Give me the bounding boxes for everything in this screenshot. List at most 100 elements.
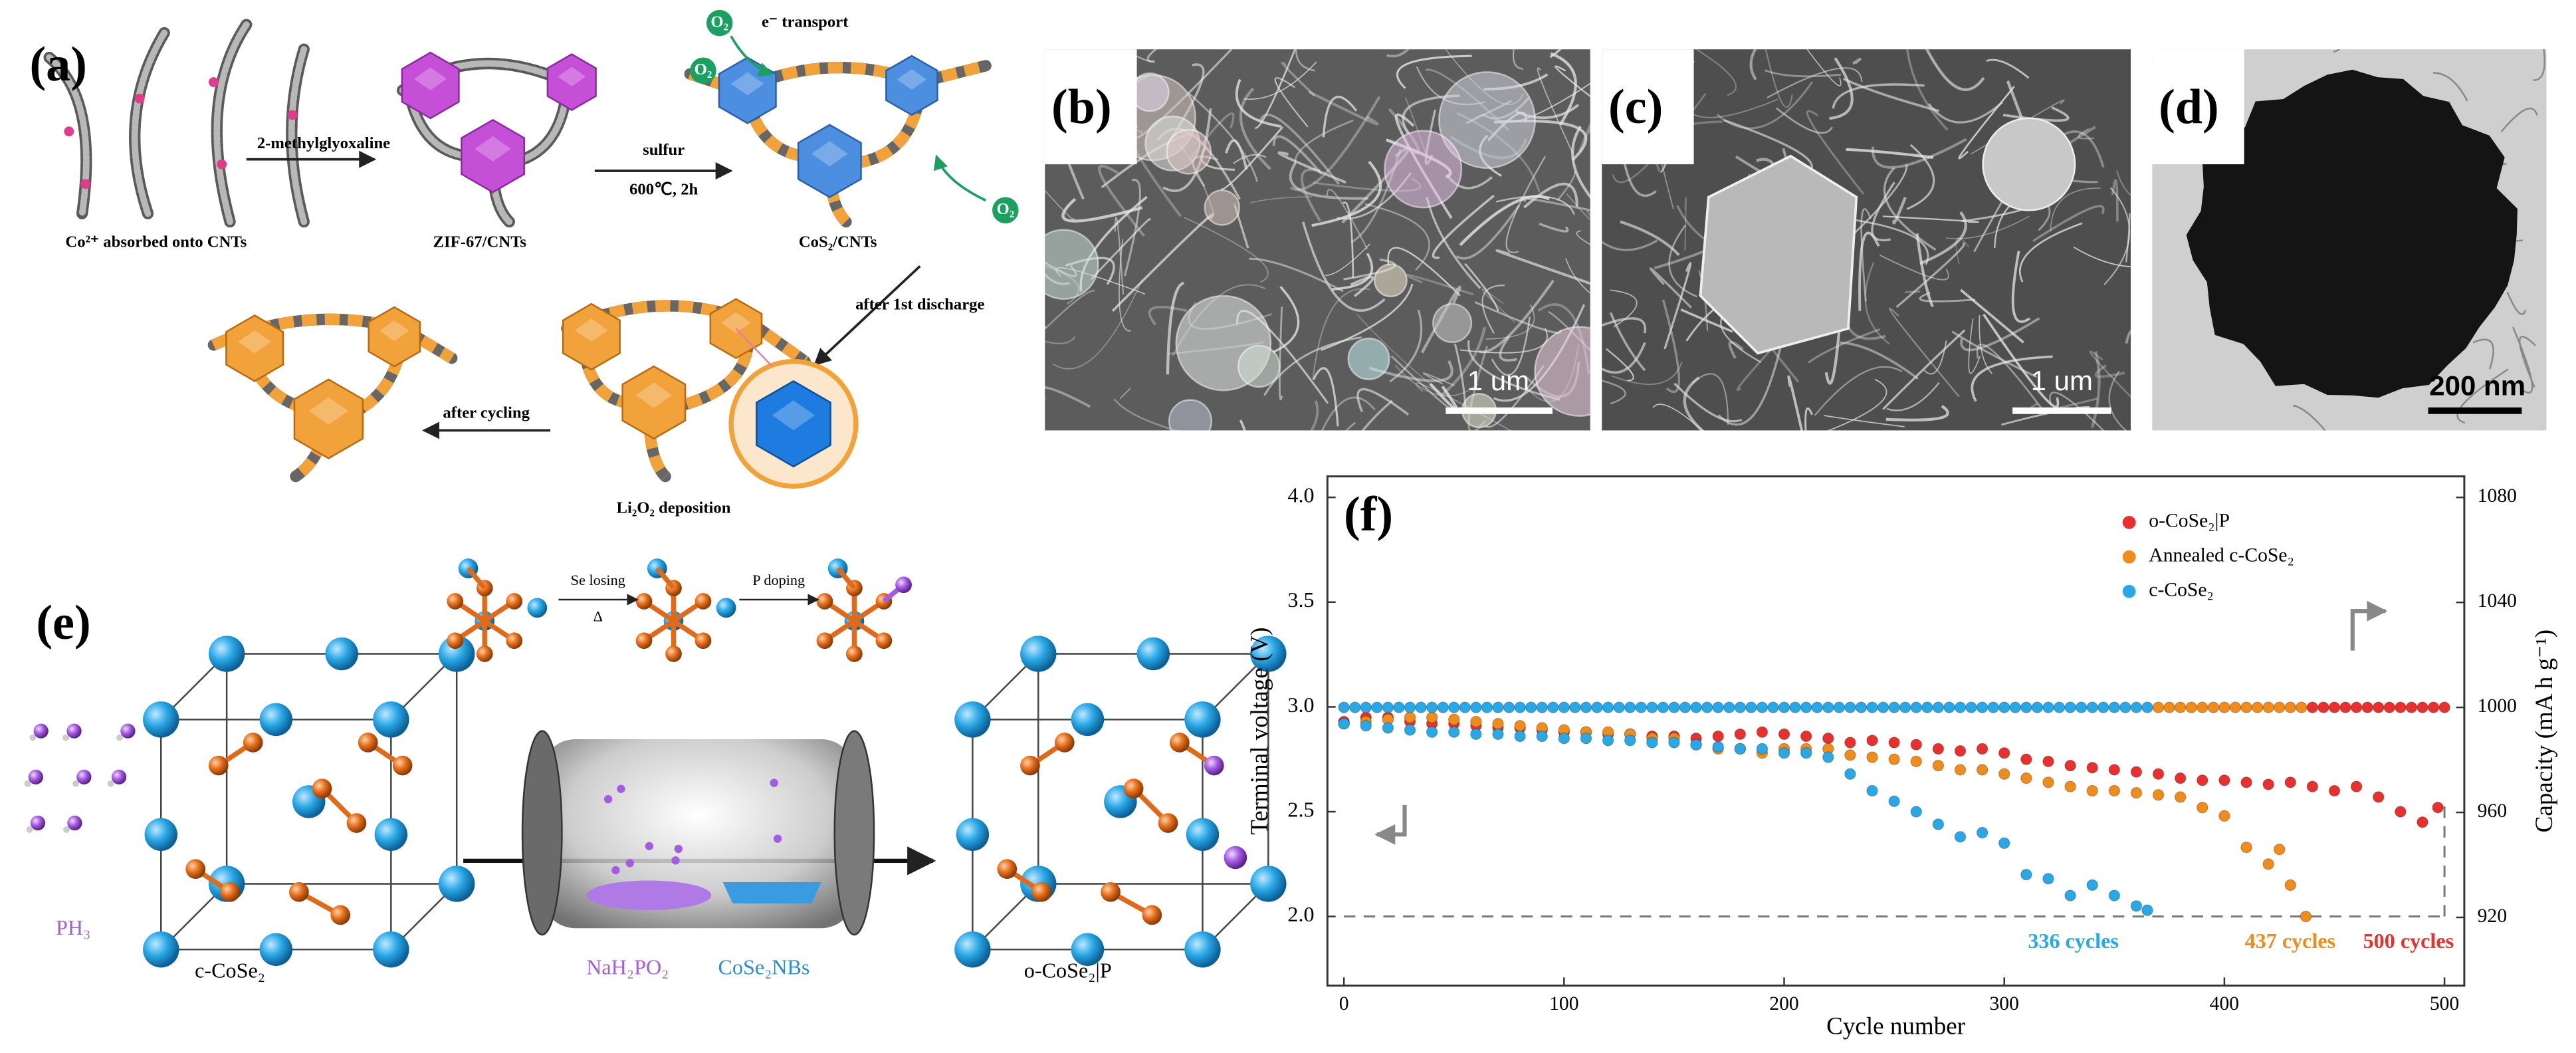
data-point — [2152, 768, 2165, 780]
data-point — [1646, 737, 1658, 749]
data-point — [2042, 701, 2054, 713]
fiber — [1512, 49, 1523, 70]
fiber — [1578, 122, 1590, 152]
fiber — [1090, 217, 1151, 281]
fiber — [1481, 284, 1505, 334]
fiber — [1576, 230, 1590, 245]
atom — [1250, 866, 1287, 902]
atom — [373, 931, 409, 968]
data-point — [1811, 701, 1823, 713]
y2-axis-label: Capacity (mA h g⁻¹) — [2531, 630, 2558, 832]
data-point — [2372, 701, 2385, 713]
data-point — [1602, 735, 1614, 747]
fiber — [1919, 211, 1967, 265]
data-point — [1470, 715, 1482, 728]
axis-arrow — [2350, 600, 2388, 651]
data-point — [1646, 701, 1658, 713]
data-point — [1481, 701, 1493, 713]
fiber — [2094, 364, 2125, 378]
data-point — [1635, 701, 1648, 713]
data-point — [1371, 701, 1383, 713]
polyhedron-face — [811, 141, 848, 167]
atom — [1224, 846, 1247, 870]
fiber — [1832, 83, 1925, 109]
fiber — [1432, 194, 1495, 259]
fiber — [1495, 249, 1590, 285]
data-point — [1338, 717, 1350, 730]
fiber — [2500, 108, 2538, 133]
data-point — [1888, 795, 1900, 808]
data-point — [1888, 737, 1900, 749]
fiber — [1620, 220, 1680, 257]
fiber — [1927, 101, 2003, 124]
fiber — [2456, 368, 2509, 424]
inset-pointer — [735, 328, 773, 367]
atom — [635, 593, 653, 610]
data-point — [2141, 904, 2153, 916]
data-point — [1558, 701, 1570, 713]
x-tick-label: 400 — [2210, 993, 2239, 1014]
fiber — [1945, 215, 2030, 239]
fiber — [1045, 336, 1076, 344]
data-point — [1624, 701, 1636, 713]
atom — [392, 755, 413, 776]
atom — [143, 931, 179, 968]
polyhedron — [293, 378, 364, 459]
data-point — [2395, 701, 2407, 713]
fiber — [2506, 291, 2527, 315]
data-point — [1910, 806, 1923, 818]
data-point — [2009, 701, 2022, 713]
data-point — [1426, 701, 1438, 713]
data-point — [1492, 701, 1504, 713]
atom — [1020, 755, 1040, 776]
fiber — [1250, 196, 1313, 203]
fiber — [1871, 181, 1895, 241]
vapor — [773, 834, 782, 843]
atom — [695, 593, 712, 610]
fiber — [1225, 139, 1248, 170]
polyhedron-face — [379, 320, 409, 342]
fiber — [1254, 49, 1296, 129]
atom — [1186, 818, 1220, 852]
condition: 600℃, 2h — [629, 180, 698, 198]
data-point — [2197, 701, 2208, 713]
fiber — [2078, 128, 2095, 140]
data-point — [1855, 701, 1868, 713]
data-point — [1844, 701, 1856, 713]
label-box — [1602, 49, 1694, 165]
polyhedron — [546, 53, 597, 111]
fiber — [1394, 365, 1479, 397]
fiber — [1295, 49, 1316, 72]
data-point — [1800, 730, 1812, 743]
particle — [1982, 117, 2076, 211]
data-point — [2306, 780, 2319, 792]
data-point — [2432, 801, 2444, 814]
fiber — [1325, 243, 1370, 277]
data-point — [2130, 786, 2143, 799]
fiber — [1842, 77, 1940, 112]
scale-label: 1 um — [2031, 365, 2093, 396]
fiber — [1481, 288, 1515, 323]
polyhedron-face — [413, 67, 447, 90]
legend-marker — [2122, 550, 2136, 564]
fiber — [1356, 314, 1440, 392]
fiber — [1235, 78, 1281, 128]
fiber — [2432, 72, 2468, 102]
fiber — [1955, 237, 1970, 265]
data-point — [1602, 701, 1614, 713]
particle — [2186, 69, 2518, 398]
fiber — [1310, 400, 1319, 431]
data-point — [2262, 858, 2274, 870]
fiber — [1356, 388, 1410, 416]
precursor-powder — [586, 880, 712, 911]
data-point — [1503, 701, 1515, 713]
fiber — [1892, 197, 1907, 225]
y2-tick-label: 1040 — [2478, 590, 2517, 612]
data-point — [1514, 730, 1526, 743]
fiber — [1602, 239, 1658, 251]
fiber — [1505, 156, 1546, 253]
fiber — [1396, 55, 1472, 89]
vapor — [603, 795, 613, 804]
fiber — [1148, 306, 1188, 326]
data-point — [1756, 726, 1769, 739]
